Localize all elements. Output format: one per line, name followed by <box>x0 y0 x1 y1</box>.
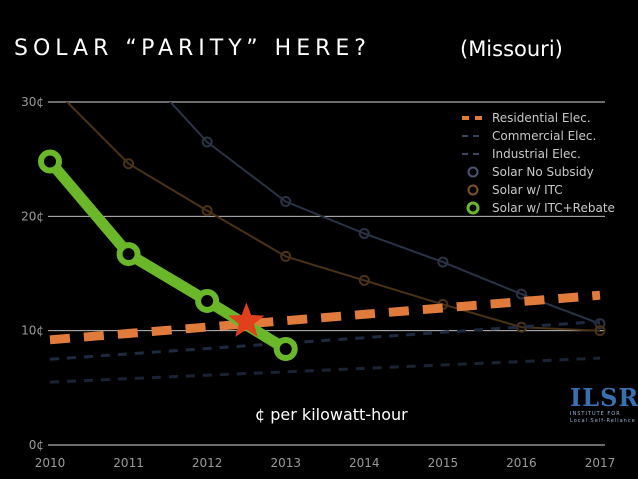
x-tick-label: 2017 <box>585 456 616 470</box>
x-axis-ticks: 2010 2011 2012 2013 2014 2015 2016 2017 <box>35 456 616 470</box>
y-tick-label: 20¢ <box>21 209 44 223</box>
legend-swatch <box>467 184 479 196</box>
series-line <box>169 102 601 325</box>
legend-swatch <box>467 166 479 178</box>
series-point <box>594 325 606 337</box>
series-point <box>38 149 62 174</box>
x-tick-label: 2015 <box>428 456 459 470</box>
series-point <box>201 205 213 217</box>
x-tick-label: 2016 <box>506 456 537 470</box>
legend-label: Solar w/ ITC+Rebate <box>492 201 615 215</box>
units-annotation: ¢ per kilowatt-hour <box>255 405 408 424</box>
series-point <box>201 136 213 148</box>
annotation-group: ¢ per kilowatt-hour <box>228 302 408 424</box>
legend: Residential Elec. Commercial Elec. Industr… <box>462 111 615 215</box>
x-tick-label: 2013 <box>270 456 301 470</box>
logo-text: ILSR <box>570 383 638 412</box>
logo-tagline: INSTITUTE FOR <box>570 411 621 417</box>
series-line <box>49 290 601 345</box>
legend-label: Commercial Elec. <box>492 129 596 143</box>
x-tick-label: 2010 <box>35 456 66 470</box>
series-point <box>195 288 220 313</box>
series-point <box>273 336 298 361</box>
legend-label: Solar w/ ITC <box>492 183 563 197</box>
legend-label: Residential Elec. <box>492 111 591 125</box>
series-point <box>358 227 370 239</box>
parity-star <box>228 302 265 337</box>
series-point <box>437 256 449 268</box>
x-tick-label: 2012 <box>192 456 223 470</box>
series-line <box>49 320 601 361</box>
chart-subtitle: (Missouri) <box>460 37 563 61</box>
series-line <box>65 102 601 332</box>
y-tick-label: 10¢ <box>21 324 44 338</box>
grid-lines <box>48 101 605 446</box>
legend-swatch <box>466 201 480 215</box>
x-tick-label: 2014 <box>349 456 380 470</box>
y-tick-label: 30¢ <box>21 95 44 109</box>
series-point <box>123 158 135 170</box>
series-point <box>116 242 141 267</box>
y-tick-label: 0¢ <box>29 438 44 452</box>
x-tick-label: 2011 <box>113 456 144 470</box>
series-point <box>358 274 370 286</box>
y-axis-ticks: 0¢ 10¢ 20¢ 30¢ <box>21 95 44 452</box>
legend-label: Solar No Subsidy <box>492 165 594 179</box>
logo-tagline-2: Local Self-Reliance <box>570 418 636 424</box>
series-point <box>280 195 292 207</box>
chart-title: SOLAR “PARITY” HERE? <box>14 36 371 61</box>
series-point <box>594 318 606 330</box>
legend-label: Industrial Elec. <box>492 147 581 161</box>
series-line <box>49 356 601 384</box>
series-point <box>515 288 527 300</box>
ilsr-logo: ILSR INSTITUTE FOR Local Self-Reliance <box>570 383 638 439</box>
series-point <box>280 250 292 262</box>
